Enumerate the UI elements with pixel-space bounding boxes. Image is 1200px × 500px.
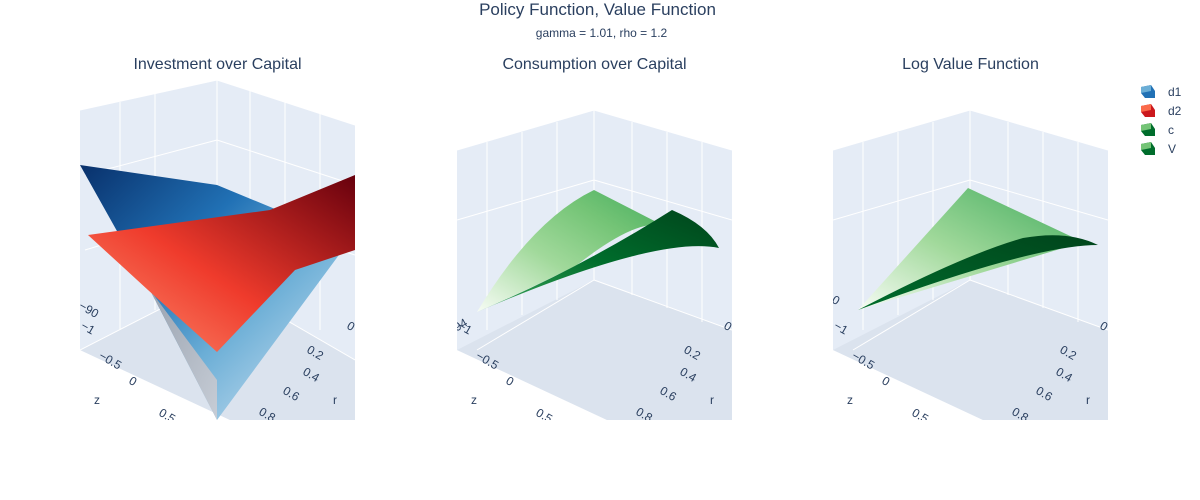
figure-title: Policy Function, Value Function [479,0,716,19]
legend-label-v: V [1168,141,1177,156]
z-axis-label: z [471,393,477,407]
r-tick: 0 [722,318,733,334]
surface-c-edge [477,210,719,312]
scene-investment[interactable]: −1−0.500.500.20.40.60.8z r−90 [80,80,355,420]
legend-swatch-d1 [1141,84,1155,98]
scene-title-value: Log Value Function [902,56,1039,73]
surface-d2[interactable] [88,175,355,352]
legend-item-c[interactable]: c [1140,120,1181,139]
legend-label-c: c [1168,122,1174,137]
r-axis-label: r [333,393,337,407]
legend-swatch-v [1141,141,1155,155]
legend-item-d2[interactable]: d2 [1140,101,1181,120]
r-axis-label: r [710,393,714,407]
z-axis-label: z [94,393,100,407]
legend-label-d1: d1 [1168,84,1182,99]
legend-item-d1[interactable]: d1 [1140,82,1181,101]
r-tick: 0 [345,318,356,334]
surface-v[interactable] [858,188,1083,310]
scene-title-consumption: Consumption over Capital [502,56,687,73]
legend-swatch-c [1141,122,1155,136]
surface-d1-underside [150,290,217,420]
surface-c[interactable] [477,190,672,312]
z-axis-label: z [847,393,853,407]
z-tick: 0 [880,373,893,389]
z-tick: 0.5 [157,405,179,420]
r-tick: 0 [1098,318,1109,334]
z-tick: 0 [504,373,517,389]
legend-swatch-d2 [1141,103,1155,117]
surface-v-edge [858,235,1098,310]
z-tick: 0.5 [910,405,932,420]
z-tick: 0.5 [534,405,556,420]
legend-label-d2: d2 [1168,103,1182,118]
scene-value[interactable]: −1−0.500.500.20.40.60.8z r0 [833,80,1108,420]
scene-title-investment: Investment over Capital [133,56,302,73]
figure-subtitle: gamma = 1.01, rho = 1.2 [535,26,668,40]
legend[interactable]: d1 d2 c V [1140,82,1181,158]
legend-item-v[interactable]: V [1140,139,1181,158]
vertical-tick: 0 [833,292,843,308]
r-axis-label: r [1086,393,1090,407]
z-tick: 0 [127,373,140,389]
